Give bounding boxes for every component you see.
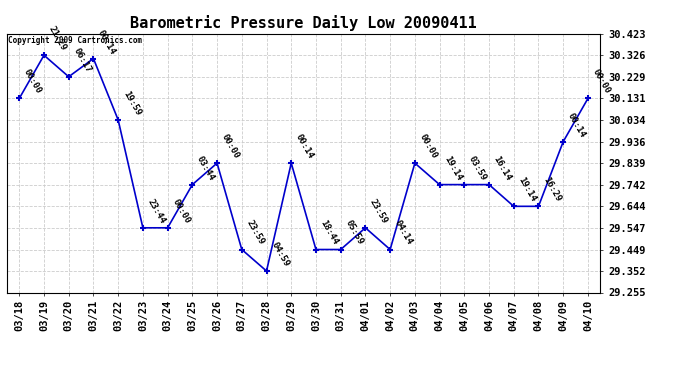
Text: 06:17: 06:17 — [72, 46, 92, 74]
Text: 04:59: 04:59 — [269, 240, 290, 268]
Text: 00:00: 00:00 — [170, 197, 192, 225]
Title: Barometric Pressure Daily Low 20090411: Barometric Pressure Daily Low 20090411 — [130, 15, 477, 31]
Text: 23:44: 23:44 — [146, 197, 167, 225]
Text: 00:14: 00:14 — [96, 28, 117, 56]
Text: 16:29: 16:29 — [541, 176, 562, 204]
Text: 19:14: 19:14 — [517, 176, 538, 204]
Text: 00:00: 00:00 — [417, 133, 439, 160]
Text: 00:00: 00:00 — [220, 133, 241, 160]
Text: Copyright 2009 Cartronics.com: Copyright 2009 Cartronics.com — [8, 36, 142, 45]
Text: 05:59: 05:59 — [344, 219, 365, 247]
Text: 03:59: 03:59 — [467, 154, 489, 182]
Text: 04:14: 04:14 — [393, 219, 414, 247]
Text: 21:29: 21:29 — [47, 25, 68, 52]
Text: 00:00: 00:00 — [22, 68, 43, 96]
Text: 00:14: 00:14 — [294, 133, 315, 160]
Text: 16:14: 16:14 — [492, 154, 513, 182]
Text: 00:00: 00:00 — [591, 68, 612, 96]
Text: 03:44: 03:44 — [195, 154, 217, 182]
Text: 19:14: 19:14 — [442, 154, 464, 182]
Text: 18:44: 18:44 — [319, 219, 340, 247]
Text: 19:59: 19:59 — [121, 89, 142, 117]
Text: 00:14: 00:14 — [566, 111, 587, 139]
Text: 23:59: 23:59 — [244, 219, 266, 247]
Text: 23:59: 23:59 — [368, 197, 389, 225]
